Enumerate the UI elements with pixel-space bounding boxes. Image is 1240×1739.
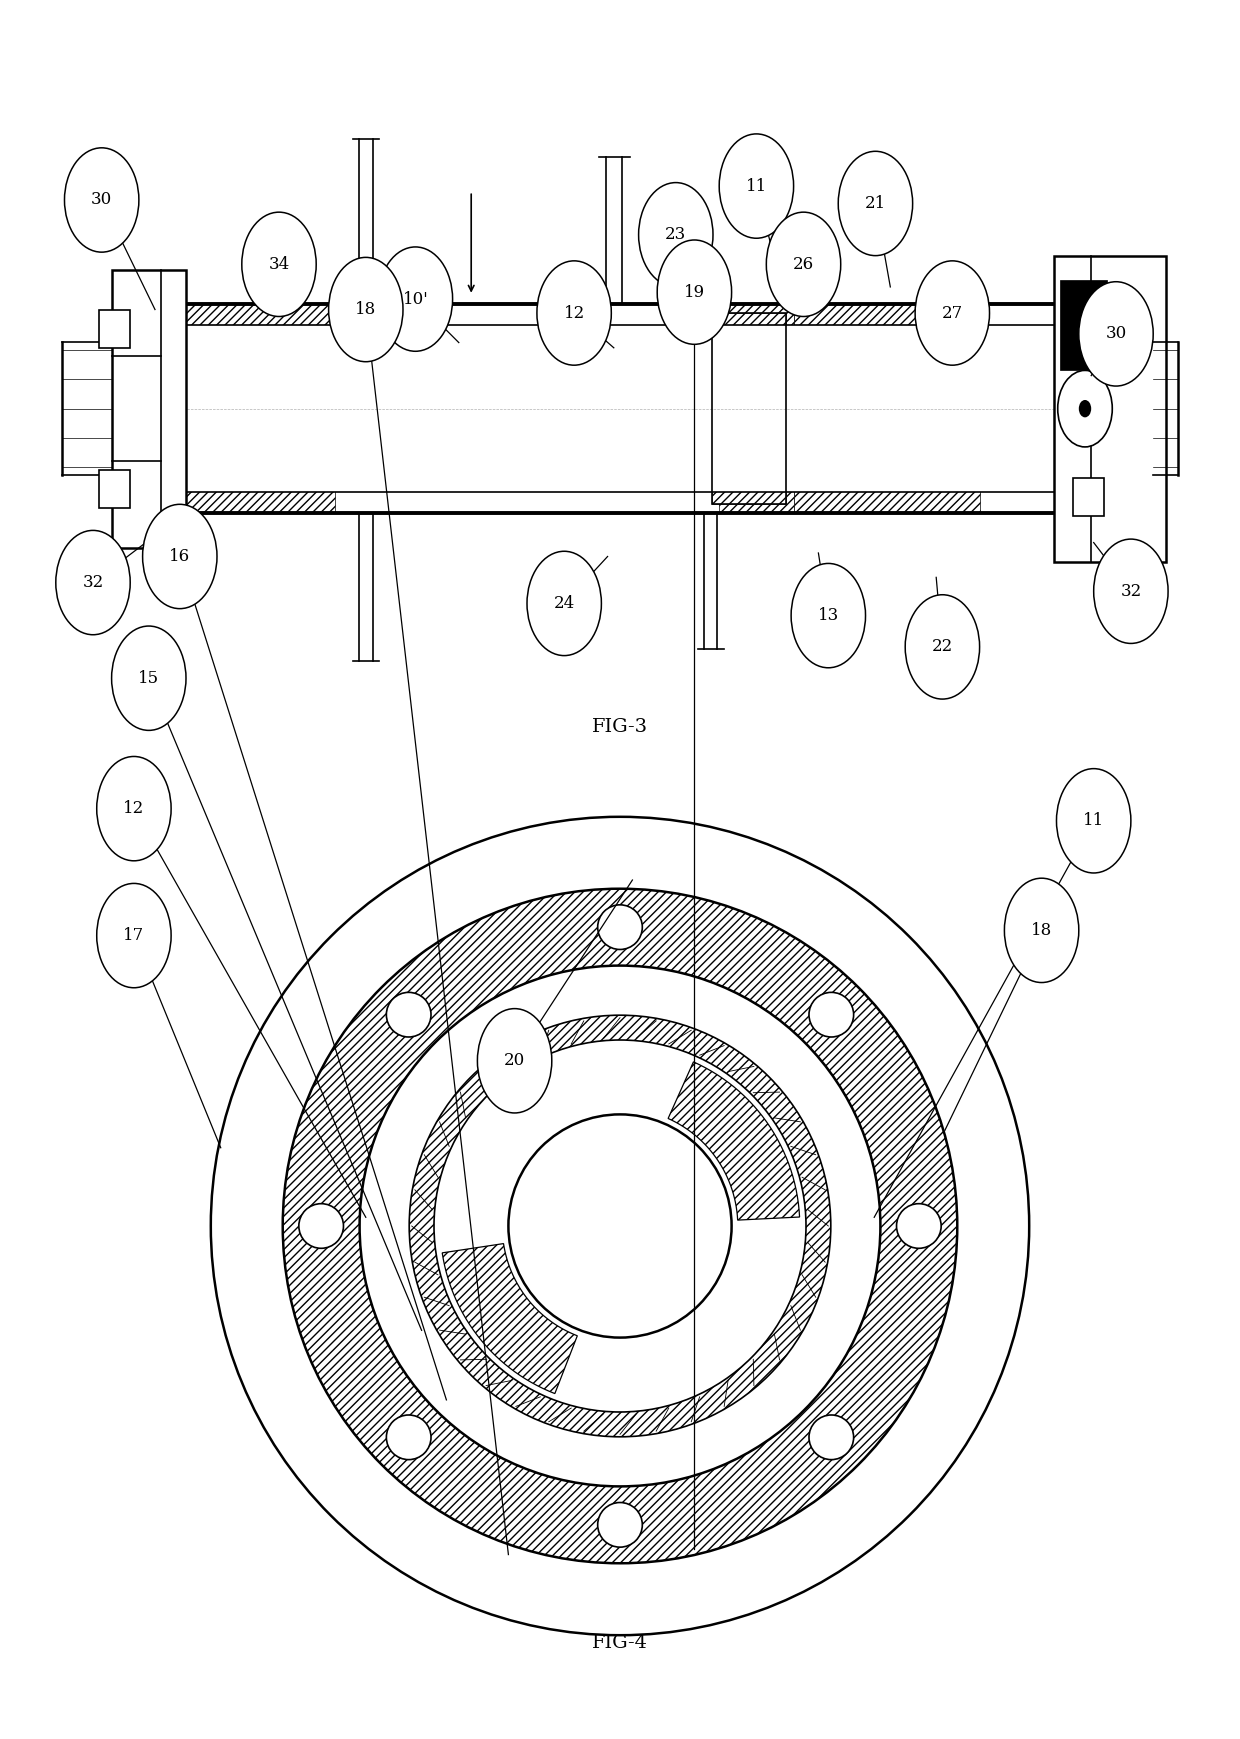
Ellipse shape <box>360 965 880 1487</box>
Bar <box>712 313 786 504</box>
Text: 11: 11 <box>745 177 768 195</box>
Ellipse shape <box>508 1115 732 1337</box>
Text: 17: 17 <box>123 927 145 944</box>
Ellipse shape <box>409 1016 831 1436</box>
Circle shape <box>527 551 601 656</box>
Circle shape <box>56 530 130 635</box>
Bar <box>99 310 130 348</box>
Ellipse shape <box>808 993 853 1036</box>
Circle shape <box>639 183 713 287</box>
Circle shape <box>791 563 866 668</box>
Circle shape <box>1004 878 1079 983</box>
Circle shape <box>477 1009 552 1113</box>
Circle shape <box>1079 400 1091 417</box>
Bar <box>1060 280 1107 370</box>
Circle shape <box>1079 282 1153 386</box>
Bar <box>99 470 130 508</box>
Bar <box>794 304 980 513</box>
Text: 15: 15 <box>138 670 160 687</box>
Circle shape <box>242 212 316 316</box>
Circle shape <box>112 626 186 730</box>
Ellipse shape <box>436 1042 804 1410</box>
Text: 18: 18 <box>1030 922 1053 939</box>
Ellipse shape <box>808 1416 853 1459</box>
Ellipse shape <box>897 1203 941 1249</box>
Text: 30: 30 <box>1105 325 1127 343</box>
Text: 24: 24 <box>553 595 575 612</box>
Circle shape <box>1058 370 1112 447</box>
Text: 34: 34 <box>268 256 290 273</box>
Text: FIG-4: FIG-4 <box>591 1635 649 1652</box>
Text: FIG-3: FIG-3 <box>591 718 649 736</box>
Circle shape <box>657 240 732 344</box>
Text: 27: 27 <box>941 304 963 322</box>
Text: 10': 10' <box>403 290 428 308</box>
Bar <box>161 304 335 513</box>
Circle shape <box>64 148 139 252</box>
Text: 30: 30 <box>91 191 113 209</box>
Circle shape <box>838 151 913 256</box>
Circle shape <box>915 261 990 365</box>
Polygon shape <box>443 1243 578 1393</box>
Bar <box>719 304 794 513</box>
Ellipse shape <box>598 904 642 949</box>
Bar <box>1073 478 1104 516</box>
Circle shape <box>329 257 403 362</box>
Text: 18: 18 <box>355 301 377 318</box>
Text: 19: 19 <box>683 283 706 301</box>
Text: 13: 13 <box>817 607 839 624</box>
Ellipse shape <box>387 993 432 1036</box>
Text: 12: 12 <box>123 800 145 817</box>
Circle shape <box>97 756 171 861</box>
Text: 11: 11 <box>1083 812 1105 830</box>
Circle shape <box>378 247 453 351</box>
Ellipse shape <box>299 1203 343 1249</box>
Text: 16: 16 <box>169 548 191 565</box>
Ellipse shape <box>211 817 1029 1635</box>
Bar <box>1054 256 1166 562</box>
Bar <box>161 325 1079 492</box>
Text: 20: 20 <box>503 1052 526 1069</box>
Circle shape <box>97 883 171 988</box>
Text: 21: 21 <box>864 195 887 212</box>
Circle shape <box>143 504 217 609</box>
Ellipse shape <box>434 1040 806 1412</box>
Text: 32: 32 <box>82 574 104 591</box>
Circle shape <box>537 261 611 365</box>
Bar <box>112 270 186 548</box>
Circle shape <box>1094 539 1168 643</box>
Circle shape <box>905 595 980 699</box>
Ellipse shape <box>387 1416 432 1459</box>
Text: 22: 22 <box>931 638 954 656</box>
Text: 26: 26 <box>792 256 815 273</box>
Bar <box>712 313 786 504</box>
Text: 23: 23 <box>665 226 687 243</box>
Ellipse shape <box>598 1502 642 1548</box>
Circle shape <box>719 134 794 238</box>
Ellipse shape <box>283 889 957 1563</box>
Polygon shape <box>668 1063 800 1221</box>
Text: 32: 32 <box>1120 583 1142 600</box>
Circle shape <box>1056 769 1131 873</box>
Circle shape <box>766 212 841 316</box>
Text: 12: 12 <box>563 304 585 322</box>
